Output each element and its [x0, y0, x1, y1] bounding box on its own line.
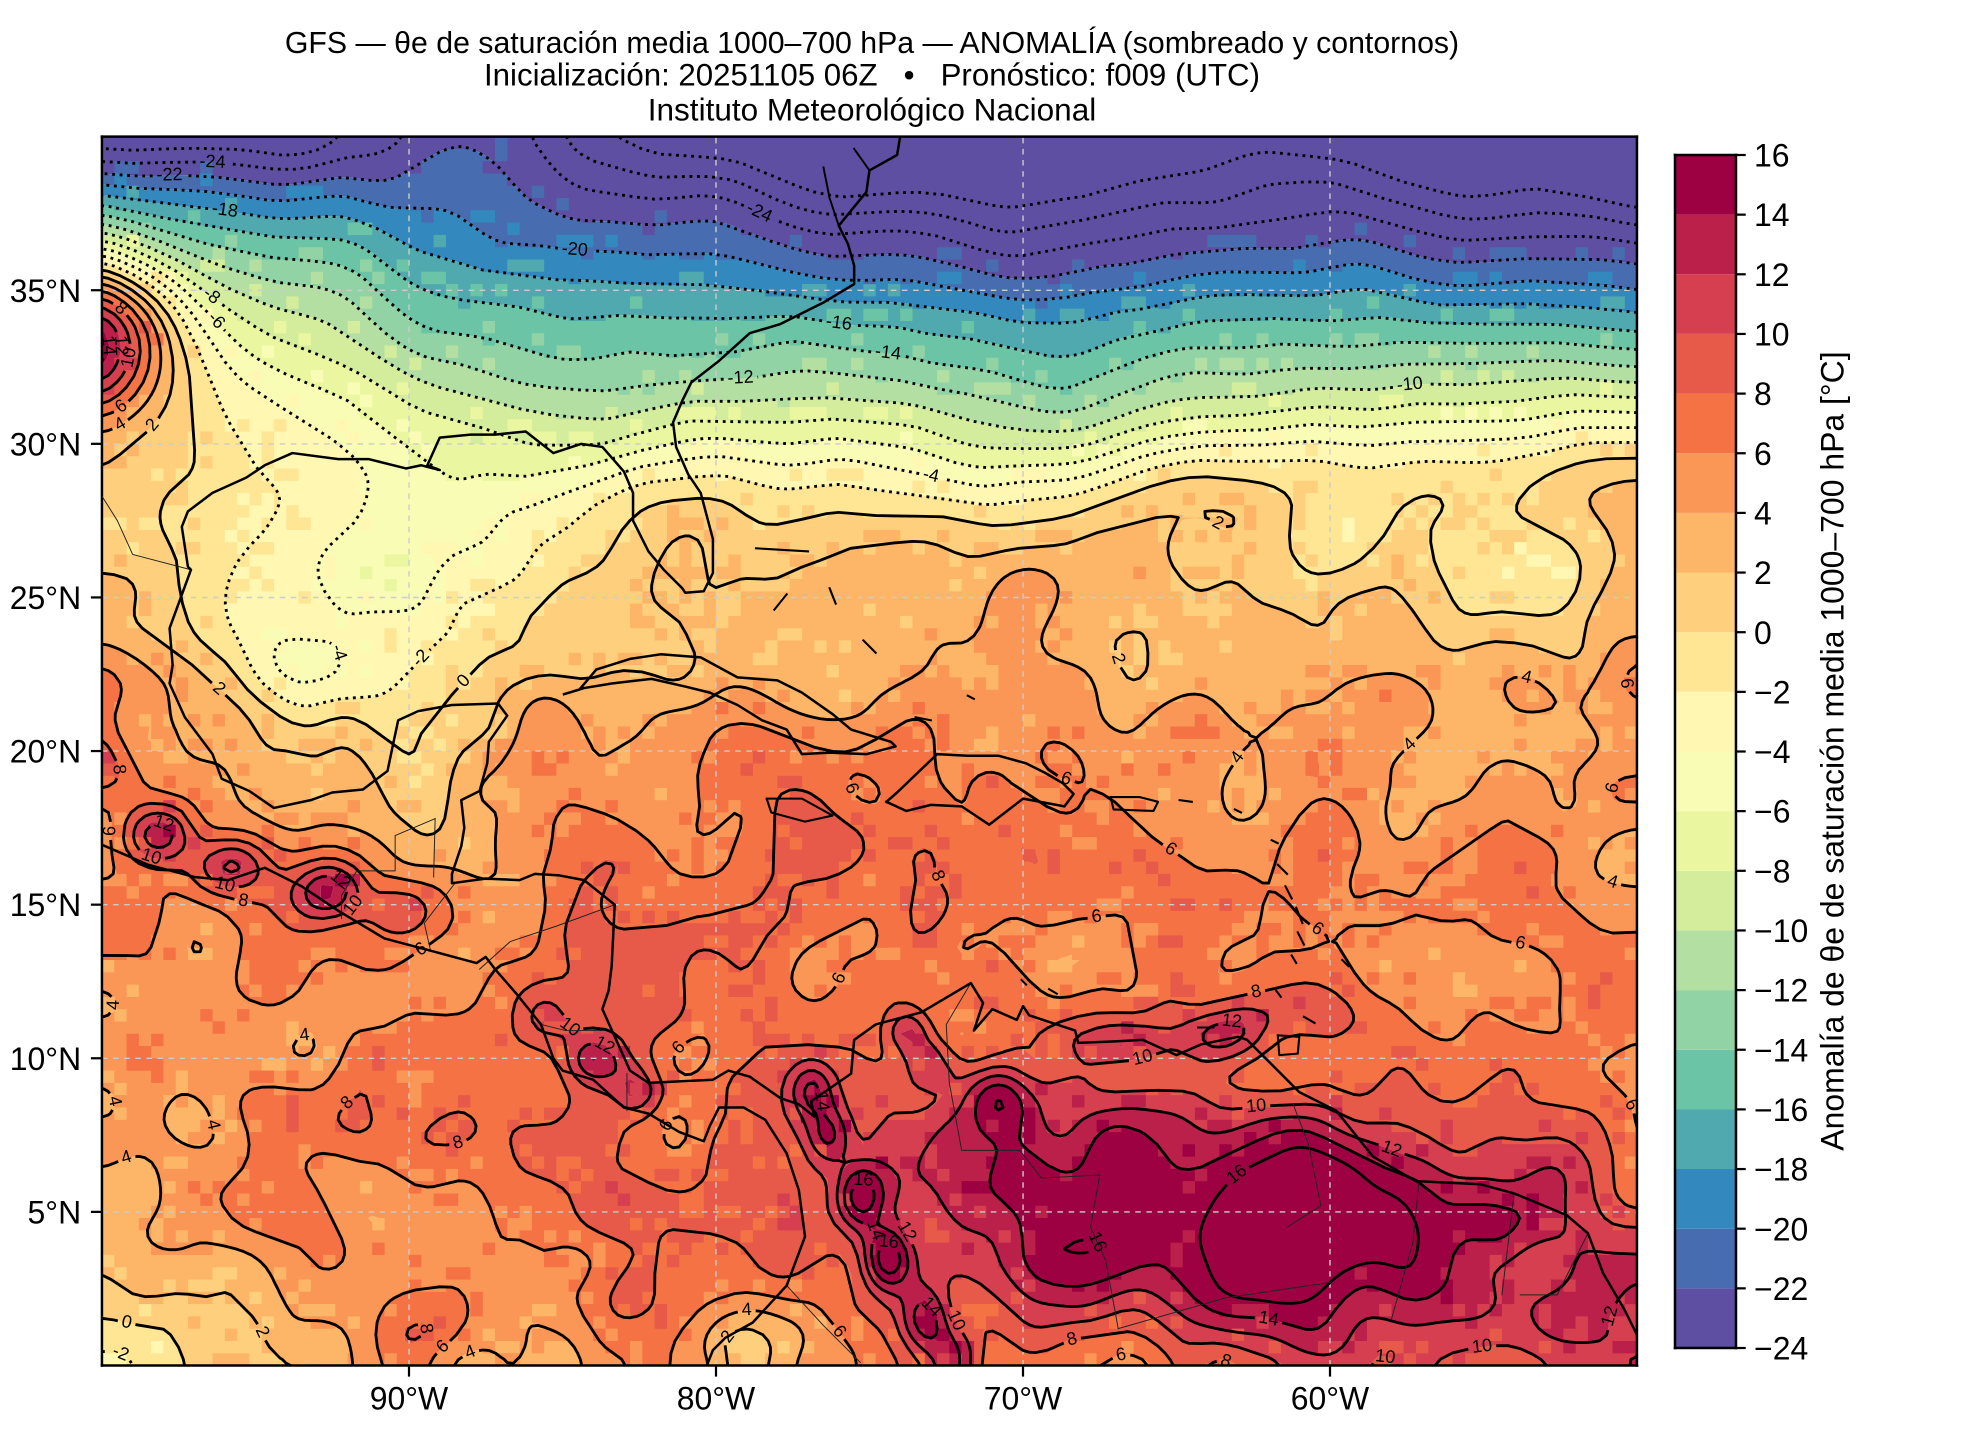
svg-text:6: 6: [1617, 677, 1638, 689]
svg-text:4: 4: [1520, 666, 1534, 688]
svg-text:16: 16: [1754, 138, 1790, 174]
svg-text:10°N: 10°N: [10, 1041, 81, 1077]
svg-text:-10: -10: [1396, 372, 1424, 395]
svg-text:10: 10: [1245, 1095, 1267, 1117]
svg-text:−10: −10: [1754, 913, 1808, 949]
svg-text:15°N: 15°N: [10, 887, 81, 923]
svg-text:-4: -4: [327, 641, 351, 663]
svg-text:10: 10: [1754, 317, 1790, 353]
svg-text:−20: −20: [1754, 1211, 1808, 1247]
svg-text:8: 8: [1064, 1328, 1079, 1350]
svg-text:−12: −12: [1754, 973, 1808, 1009]
svg-text:4: 4: [103, 999, 123, 1010]
svg-text:10: 10: [1374, 1345, 1396, 1367]
svg-text:20°N: 20°N: [10, 734, 81, 770]
svg-text:4: 4: [105, 1094, 127, 1108]
svg-text:25°N: 25°N: [10, 580, 81, 616]
svg-text:60°W: 60°W: [1291, 1380, 1370, 1416]
svg-text:8: 8: [450, 1131, 465, 1153]
svg-text:30°N: 30°N: [10, 426, 81, 462]
svg-text:10: 10: [1471, 1335, 1493, 1357]
svg-text:14: 14: [1257, 1307, 1280, 1330]
svg-text:6: 6: [99, 826, 119, 836]
svg-text:8: 8: [237, 889, 250, 910]
svg-text:-16: -16: [825, 311, 854, 334]
svg-text:16: 16: [853, 1169, 874, 1190]
svg-text:Inicialización: 20251105 06Z: Inicialización: 20251105 06Z • Pronóstic…: [484, 57, 1260, 92]
svg-text:0: 0: [1754, 615, 1772, 651]
svg-text:−14: −14: [1754, 1032, 1808, 1068]
svg-text:4: 4: [298, 1024, 310, 1045]
svg-text:GFS — θe de saturación media 1: GFS — θe de saturación media 1000–700 hP…: [285, 27, 1459, 60]
svg-text:8: 8: [109, 763, 130, 775]
svg-text:6: 6: [1514, 932, 1528, 954]
svg-text:-18: -18: [211, 198, 240, 221]
svg-text:-2: -2: [110, 1340, 132, 1365]
svg-text:10: 10: [213, 872, 237, 896]
svg-text:14: 14: [811, 1090, 833, 1112]
svg-text:90°W: 90°W: [370, 1380, 449, 1416]
svg-text:6: 6: [1114, 1343, 1128, 1365]
svg-text:-24: -24: [199, 151, 226, 172]
svg-text:14: 14: [1754, 197, 1790, 233]
svg-text:−6: −6: [1754, 794, 1790, 830]
svg-text:-4: -4: [921, 463, 941, 486]
svg-text:Instituto Meteorológico Nacion: Instituto Meteorológico Nacional: [648, 91, 1096, 127]
svg-text:12: 12: [1221, 1009, 1243, 1031]
svg-text:−18: −18: [1754, 1152, 1808, 1188]
svg-text:4: 4: [741, 1299, 752, 1320]
svg-text:4: 4: [1754, 495, 1772, 531]
svg-text:8: 8: [1754, 376, 1772, 412]
svg-text:6: 6: [1754, 436, 1772, 472]
svg-text:35°N: 35°N: [10, 273, 81, 309]
svg-text:-20: -20: [561, 238, 589, 260]
svg-text:4: 4: [118, 1146, 133, 1168]
svg-text:-22: -22: [156, 164, 182, 185]
svg-text:−2: −2: [1754, 674, 1790, 710]
svg-text:2: 2: [1754, 555, 1772, 591]
svg-text:70°W: 70°W: [984, 1380, 1063, 1416]
svg-text:6: 6: [1601, 780, 1623, 795]
svg-text:−24: −24: [1754, 1331, 1808, 1367]
svg-text:−22: −22: [1754, 1271, 1808, 1307]
svg-text:14: 14: [98, 334, 120, 356]
svg-text:4: 4: [203, 1117, 225, 1131]
svg-text:8: 8: [416, 1322, 437, 1335]
svg-text:−8: −8: [1754, 853, 1790, 889]
svg-text:12: 12: [1754, 257, 1790, 293]
svg-text:-14: -14: [874, 341, 902, 364]
svg-text:80°W: 80°W: [677, 1380, 756, 1416]
svg-text:8: 8: [1218, 1349, 1234, 1371]
svg-text:10: 10: [117, 346, 140, 370]
svg-text:16: 16: [878, 1230, 900, 1252]
svg-text:0: 0: [120, 1311, 134, 1333]
svg-text:10: 10: [1130, 1045, 1154, 1069]
svg-text:-12: -12: [727, 366, 754, 387]
svg-text:6: 6: [1090, 905, 1103, 926]
svg-text:8: 8: [1249, 980, 1263, 1002]
svg-text:−4: −4: [1754, 734, 1790, 770]
svg-text:−16: −16: [1754, 1092, 1808, 1128]
svg-text:Anomalía de θe de saturación m: Anomalía de θe de saturación media 1000–…: [1814, 351, 1850, 1150]
svg-text:12: 12: [111, 335, 132, 356]
svg-text:5°N: 5°N: [28, 1194, 82, 1230]
